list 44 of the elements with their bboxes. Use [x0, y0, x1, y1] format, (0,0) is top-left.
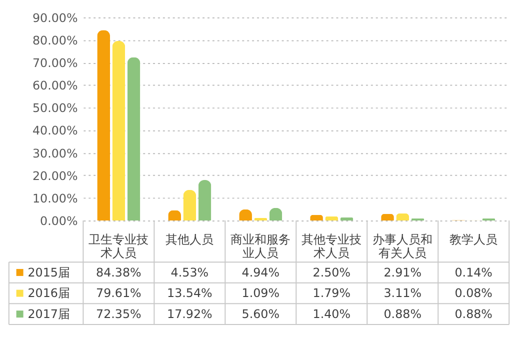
y-tick-label: 80.00% [32, 33, 78, 48]
data-label: 5.60% [242, 307, 280, 322]
legend-label: 2015届 [28, 265, 70, 280]
data-label: 79.61% [96, 286, 142, 300]
data-label: 84.38% [96, 265, 142, 280]
y-tick-label: 30.00% [32, 146, 78, 160]
y-tick-label: 0.00% [40, 214, 78, 228]
y-tick-label: 60.00% [32, 78, 78, 93]
bar [183, 190, 196, 220]
data-label: 0.88% [454, 307, 492, 322]
data-label: 0.88% [384, 307, 422, 322]
data-label: 4.94% [242, 265, 280, 280]
data-label: 72.35% [96, 307, 142, 322]
bar [127, 57, 140, 220]
bar [325, 216, 338, 220]
data-label: 1.09% [242, 286, 280, 300]
data-label: 0.08% [454, 286, 492, 300]
legend-label: 2016届 [28, 286, 70, 300]
x-tick-label: 其他人员 [166, 232, 214, 246]
y-tick-label: 10.00% [32, 191, 78, 206]
y-tick-label: 70.00% [32, 56, 78, 70]
data-label: 1.40% [312, 307, 350, 322]
y-tick-label: 50.00% [32, 101, 78, 116]
data-label: 0.14% [454, 265, 492, 280]
bar [97, 30, 110, 220]
y-tick-label: 90.00% [32, 10, 78, 25]
data-label: 17.92% [167, 307, 212, 322]
bar [396, 213, 410, 220]
bar [198, 180, 212, 220]
x-tick-label: 卫生专业技术人员 [88, 232, 149, 260]
x-tick-label: 商业和服务业人员 [230, 232, 291, 260]
x-tick-label: 办事人员和有关人员 [372, 232, 433, 260]
data-label: 2.91% [384, 265, 422, 280]
y-tick-label: 40.00% [32, 124, 78, 138]
x-tick-label: 其他专业技术人员 [302, 232, 362, 260]
x-tick-label: 教学人员 [450, 232, 498, 246]
data-label: 2.50% [312, 265, 350, 280]
data-label: 4.53% [170, 265, 209, 280]
data-label: 3.11% [384, 286, 422, 300]
data-label: 1.79% [312, 286, 350, 300]
data-label: 13.54% [167, 286, 212, 300]
y-tick-label: 20.00% [32, 168, 78, 183]
bar [112, 40, 126, 220]
legend-label: 2017届 [28, 307, 70, 322]
